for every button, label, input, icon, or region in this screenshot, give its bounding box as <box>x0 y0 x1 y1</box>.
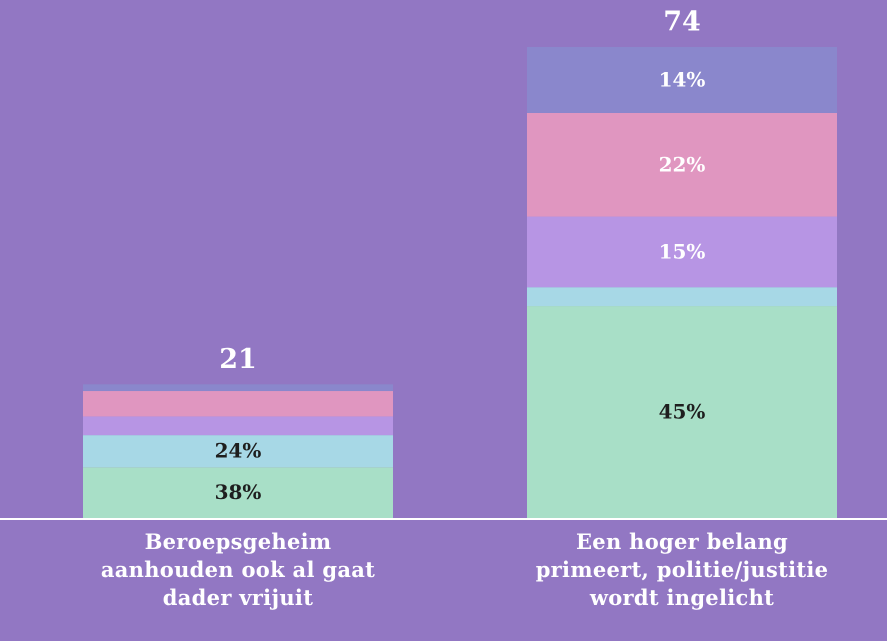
bar-segment <box>527 216 837 288</box>
category-label: Beroepsgeheim aanhouden ook al gaat dade… <box>100 529 376 610</box>
category-label: Een hoger belang primeert, politie/justi… <box>535 529 829 610</box>
bar-segment <box>83 435 393 468</box>
segment-label: 45% <box>659 400 706 424</box>
bar-segment <box>83 384 393 392</box>
segment-label: 22% <box>659 152 706 176</box>
total-label: 21 <box>219 344 257 375</box>
bar-segment <box>527 306 837 518</box>
segment-label: 15% <box>659 239 706 263</box>
bar-segment <box>83 391 393 417</box>
segment-label: 38% <box>215 480 262 504</box>
bar-segment <box>83 467 393 518</box>
segment-label: 14% <box>659 67 706 91</box>
segment-label: 24% <box>215 439 262 463</box>
bar-segment <box>527 47 837 113</box>
bar-segment <box>527 112 837 217</box>
bar-segment <box>83 416 393 436</box>
total-label: 74 <box>663 7 701 38</box>
bar-segment <box>527 287 837 307</box>
